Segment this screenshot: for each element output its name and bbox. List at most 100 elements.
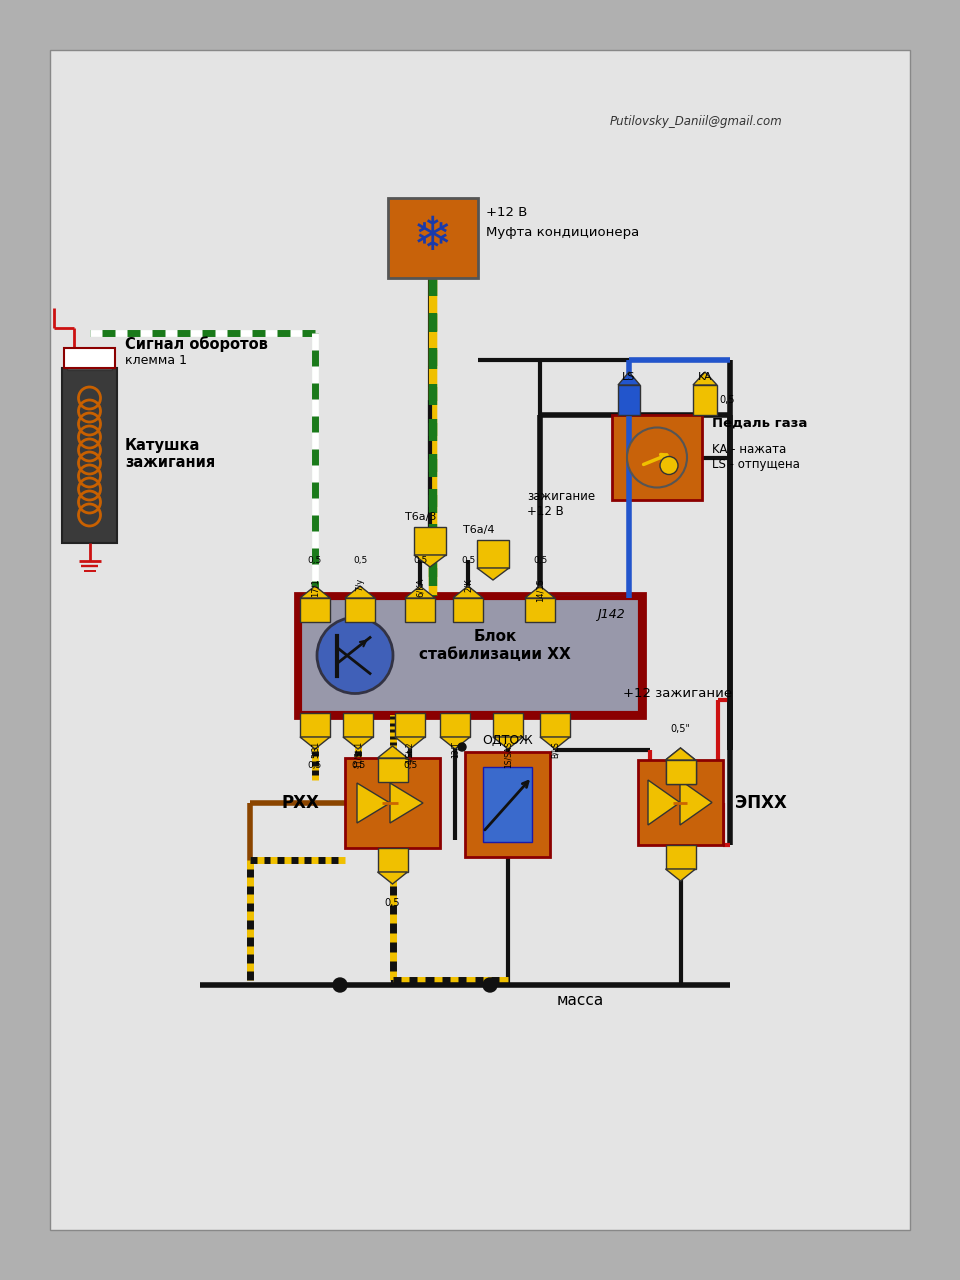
- Bar: [665, 760, 695, 783]
- Bar: [300, 598, 330, 622]
- Text: Putilovsky_Daniil@gmail.com: Putilovsky_Daniil@gmail.com: [610, 115, 782, 128]
- Polygon shape: [453, 586, 483, 598]
- Polygon shape: [618, 372, 640, 385]
- Bar: [64, 348, 115, 369]
- Text: 1S/SAS: 1S/SAS: [503, 741, 513, 768]
- Polygon shape: [300, 737, 330, 749]
- Text: 14/15: 14/15: [536, 579, 544, 602]
- Bar: [693, 385, 717, 415]
- Polygon shape: [693, 372, 717, 385]
- Polygon shape: [477, 568, 509, 580]
- Polygon shape: [440, 737, 470, 749]
- Circle shape: [660, 457, 678, 475]
- Bar: [414, 527, 446, 556]
- Text: масса: масса: [557, 993, 604, 1009]
- Bar: [638, 760, 723, 845]
- Polygon shape: [540, 737, 570, 749]
- Bar: [440, 713, 470, 737]
- Bar: [618, 385, 640, 415]
- Bar: [665, 760, 695, 783]
- Polygon shape: [665, 748, 695, 760]
- Bar: [388, 198, 478, 278]
- Text: ❄: ❄: [413, 215, 453, 261]
- Text: Педаль газа: Педаль газа: [712, 417, 807, 430]
- Text: 0,5: 0,5: [353, 556, 367, 564]
- Text: +12 зажигание: +12 зажигание: [623, 687, 732, 700]
- Polygon shape: [493, 737, 523, 749]
- Polygon shape: [345, 586, 375, 598]
- Circle shape: [458, 742, 466, 751]
- Text: 0,5: 0,5: [308, 762, 323, 771]
- Bar: [525, 598, 555, 622]
- Text: +12 В: +12 В: [486, 206, 527, 219]
- Text: Катушка
зажигания: Катушка зажигания: [125, 438, 215, 470]
- Text: 0,5: 0,5: [461, 556, 475, 564]
- Bar: [50, 50, 910, 1230]
- Text: 0,5: 0,5: [719, 396, 734, 404]
- Text: ОДТОЖ: ОДТОЖ: [482, 733, 533, 748]
- Polygon shape: [390, 783, 423, 823]
- Polygon shape: [343, 737, 373, 749]
- Bar: [62, 369, 117, 543]
- Bar: [345, 758, 440, 847]
- Bar: [67, 348, 112, 370]
- Text: T6a/3: T6a/3: [405, 512, 437, 522]
- Polygon shape: [648, 780, 680, 826]
- Circle shape: [483, 978, 497, 992]
- Text: 4/St.2: 4/St.2: [405, 741, 415, 763]
- Text: 0,5: 0,5: [385, 899, 400, 908]
- Text: 11/St.1: 11/St.1: [353, 741, 363, 768]
- Polygon shape: [377, 872, 407, 884]
- Text: 13/T: 13/T: [450, 741, 460, 758]
- Bar: [405, 598, 435, 622]
- Text: 6/KA: 6/KA: [416, 579, 424, 598]
- Text: Муфта кондиционера: Муфта кондиционера: [486, 227, 639, 239]
- Bar: [377, 758, 407, 782]
- Bar: [295, 593, 645, 718]
- Bar: [465, 751, 550, 858]
- Bar: [477, 540, 509, 568]
- Text: клемма 1: клемма 1: [125, 355, 187, 367]
- Bar: [483, 767, 532, 842]
- Polygon shape: [525, 586, 555, 598]
- Text: Сигнал оборотов: Сигнал оборотов: [125, 335, 268, 352]
- Bar: [540, 713, 570, 737]
- Polygon shape: [665, 869, 695, 881]
- Text: B/LS: B/LS: [550, 741, 560, 758]
- Text: 0,5: 0,5: [533, 556, 547, 564]
- Text: 17/1: 17/1: [310, 579, 320, 596]
- Text: 5/31: 5/31: [310, 741, 320, 758]
- Bar: [395, 713, 425, 737]
- Polygon shape: [395, 737, 425, 749]
- Text: LS: LS: [622, 372, 636, 381]
- Text: 2/K: 2/K: [464, 579, 472, 591]
- Text: T6a/4: T6a/4: [463, 525, 494, 535]
- Bar: [665, 845, 695, 869]
- Bar: [493, 713, 523, 737]
- Text: 0,5: 0,5: [403, 762, 418, 771]
- Text: РХХ: РХХ: [281, 794, 319, 812]
- Bar: [377, 847, 407, 872]
- Text: 7/у: 7/у: [355, 579, 365, 591]
- Bar: [612, 415, 702, 500]
- Polygon shape: [665, 748, 695, 760]
- Polygon shape: [300, 586, 330, 598]
- Text: 0,5": 0,5": [670, 724, 690, 733]
- Circle shape: [333, 978, 347, 992]
- Bar: [300, 598, 640, 713]
- Polygon shape: [680, 780, 712, 826]
- Polygon shape: [377, 746, 407, 758]
- Text: KA: KA: [698, 372, 712, 381]
- Text: 0,5: 0,5: [350, 762, 365, 771]
- Bar: [300, 713, 330, 737]
- Polygon shape: [405, 586, 435, 598]
- Text: Блок
стабилизации ХХ: Блок стабилизации ХХ: [420, 630, 571, 662]
- Bar: [453, 598, 483, 622]
- Text: ЭПХХ: ЭПХХ: [735, 794, 787, 812]
- Polygon shape: [414, 556, 446, 567]
- Circle shape: [317, 617, 393, 694]
- Circle shape: [627, 428, 687, 488]
- Bar: [343, 713, 373, 737]
- Text: KA - нажата
LS - отпущена: KA - нажата LS - отпущена: [712, 443, 800, 471]
- Bar: [345, 598, 375, 622]
